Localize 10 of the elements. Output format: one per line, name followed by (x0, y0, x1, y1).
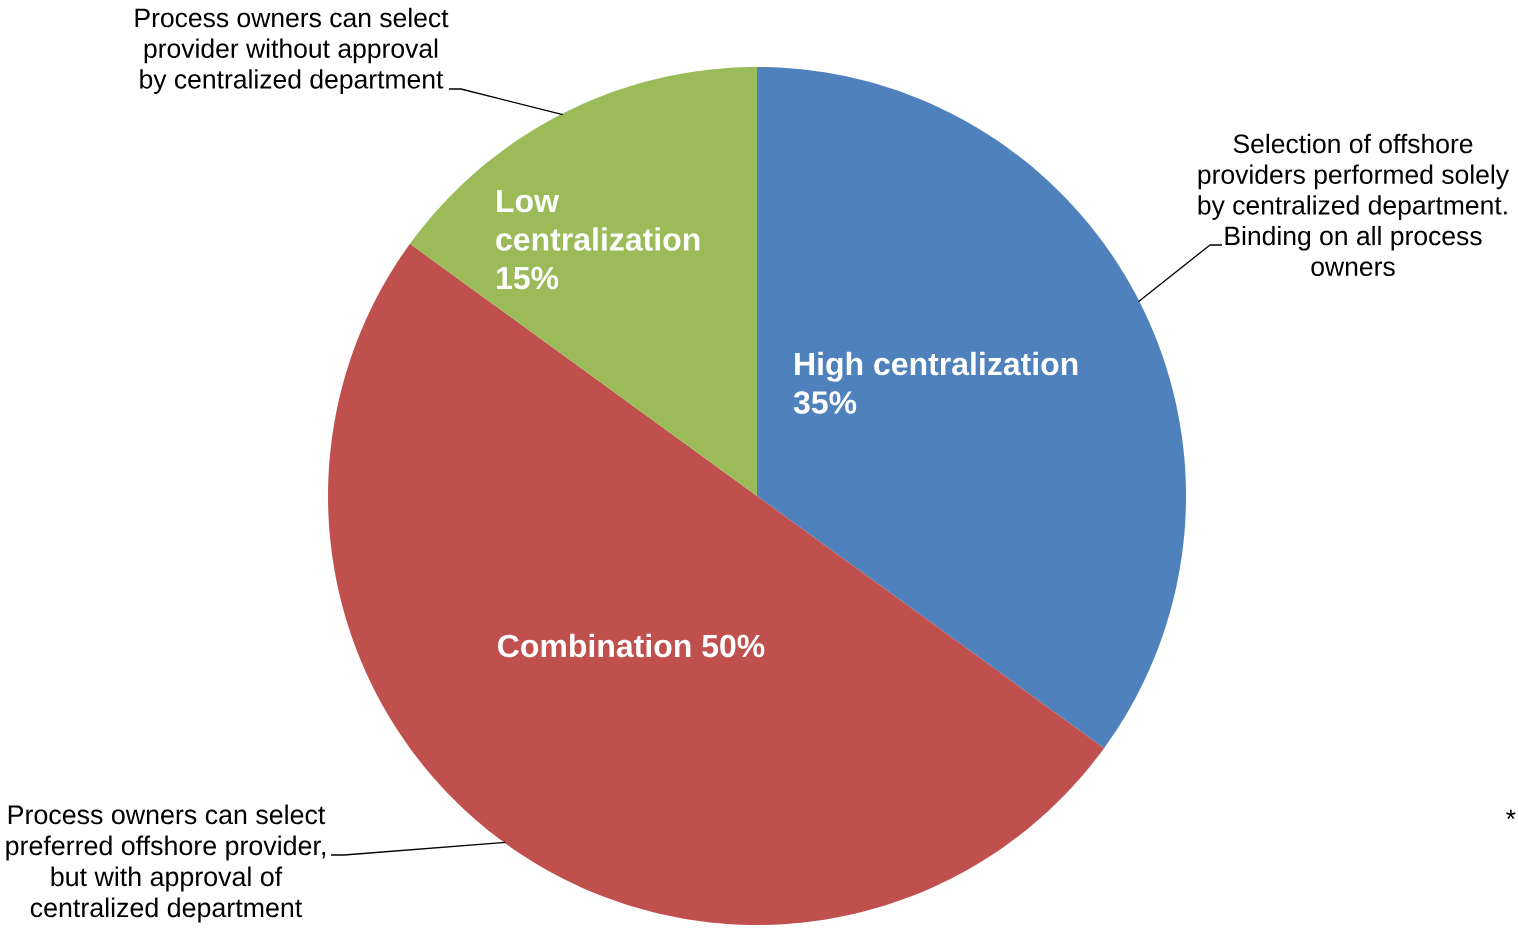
slice-label: High centralization (795, 351, 1078, 382)
slice-label: Low centralization (496, 190, 700, 251)
text: * (1506, 809, 1516, 820)
text: Process owners can select preferred offshore provider, but with approval of centralized department (6, 804, 326, 923)
slice-label: Combination (498, 633, 691, 658)
text: Process owners can select provider without approval by centralized department (135, 7, 449, 94)
data-label: 15% (497, 266, 559, 290)
text: Selection of offshore providers performed solely by centralized department. Binding on all process owners (1198, 133, 1509, 277)
data-label: 50% (702, 634, 765, 658)
data-label: 35% (793, 391, 857, 414)
